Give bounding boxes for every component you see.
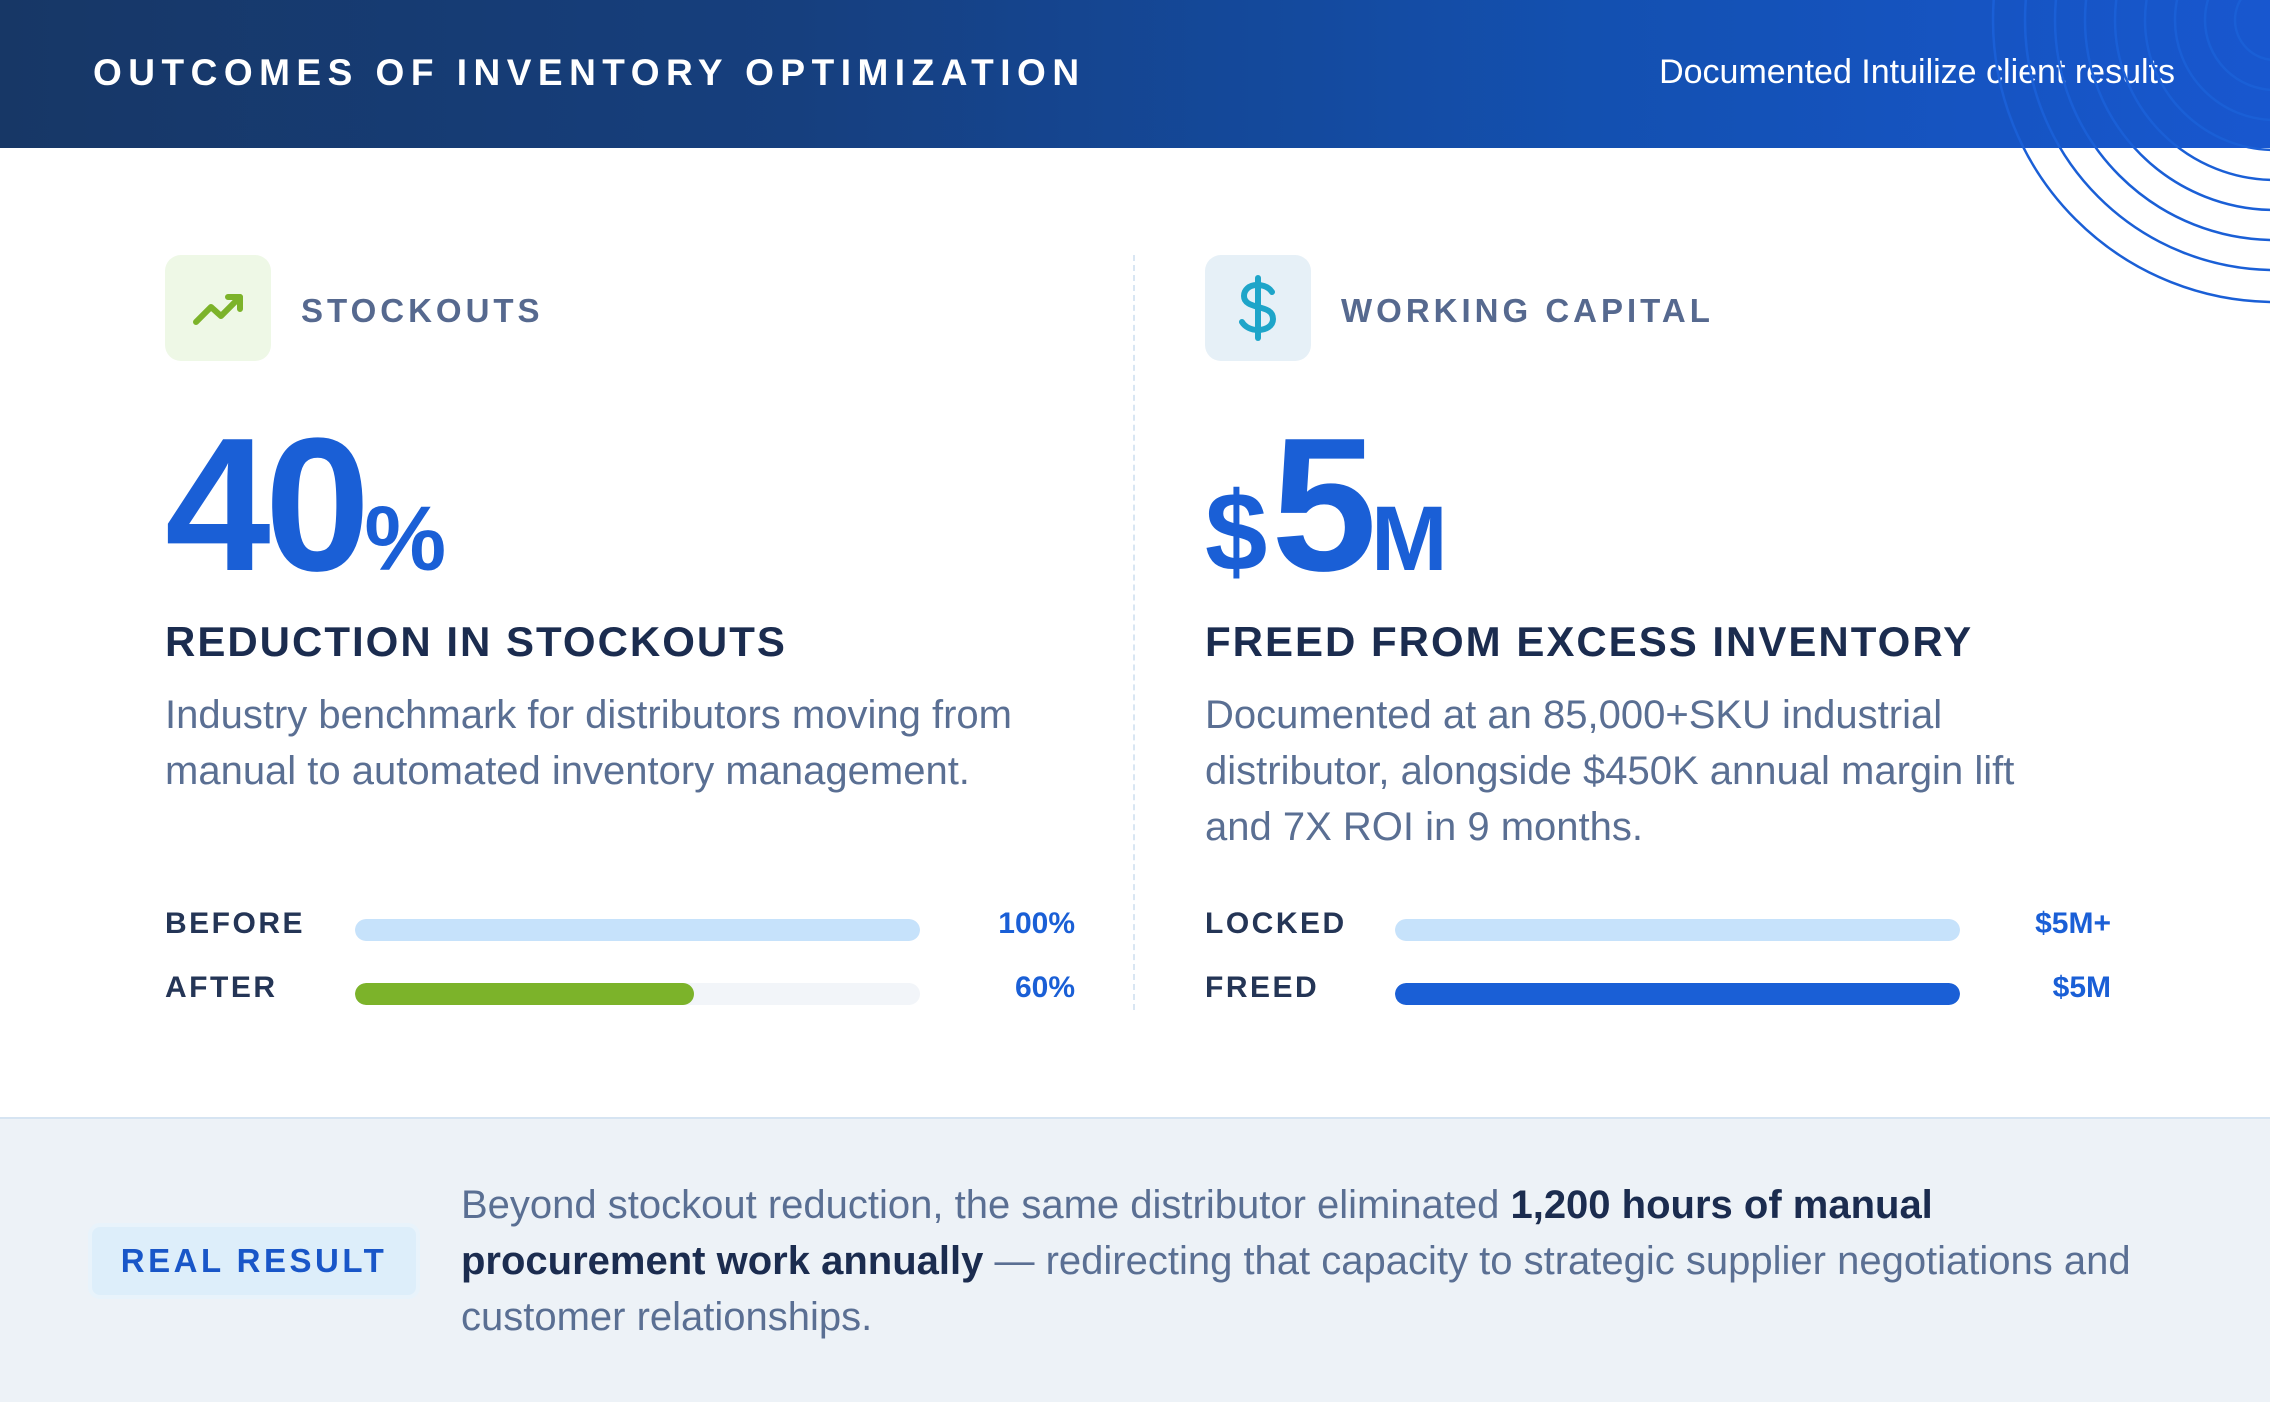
before-bar-label: BEFORE (165, 907, 306, 940)
locked-bar-track (1395, 919, 1960, 941)
stockouts-headline: REDUCTION IN STOCKOUTS (165, 618, 787, 665)
before-bar-value: 100% (998, 907, 1075, 940)
footer-text-lead: Beyond stockout reduction, the same dist… (461, 1183, 1511, 1227)
after-bar-label: AFTER (165, 971, 278, 1004)
after-bar-value: 60% (1014, 971, 1075, 1004)
before-bar-fill (355, 919, 920, 941)
before-bar-track (355, 919, 920, 941)
stockouts-category-label: STOCKOUTS (301, 292, 544, 329)
real-result-badge: REAL RESULT (92, 1227, 416, 1295)
header-title: OUTCOMES OF INVENTORY OPTIMIZATION (93, 52, 1086, 93)
capital-big-prefix: $ (1205, 469, 1268, 594)
after-bar-fill (355, 983, 694, 1005)
stockouts-big-stat: 40 % (165, 410, 446, 600)
freed-bar-label: FREED (1205, 971, 1320, 1004)
freed-bar-track (1395, 983, 1960, 1005)
footer-text-highlight: 1,200 hours of manual procurement work a… (461, 1183, 1933, 1283)
stockouts-big-unit: % (364, 488, 447, 590)
header-subtitle: Documented Intuilize client results (1659, 53, 2175, 91)
stockouts-big-number: 40 (165, 399, 370, 611)
real-result-text: Beyond stockout reduction, the same dist… (461, 1177, 2141, 1345)
dollar-sign-icon (1205, 255, 1311, 361)
freed-bar-row: FREED $5M (1205, 971, 2111, 1011)
footer-text-tail: — redirecting that capacity to strategic… (461, 1239, 2131, 1339)
locked-bar-row: LOCKED $5M+ (1205, 907, 2111, 947)
header-banner: OUTCOMES OF INVENTORY OPTIMIZATION Docum… (0, 0, 2270, 148)
capital-category-label: WORKING CAPITAL (1341, 292, 1714, 329)
trending-up-icon (165, 255, 271, 361)
capital-headline: FREED FROM EXCESS INVENTORY (1205, 618, 1974, 665)
before-bar-row: BEFORE 100% (165, 907, 1075, 947)
freed-bar-value: $5M (2052, 971, 2111, 1004)
locked-bar-value: $5M+ (2035, 907, 2111, 940)
after-bar-track (355, 983, 920, 1005)
stockouts-description: Industry benchmark for distributors movi… (165, 693, 1012, 793)
freed-bar-fill (1395, 983, 1960, 1005)
real-result-badge-label: REAL RESULT (120, 1242, 388, 1279)
column-divider (1133, 255, 1135, 1010)
locked-bar-fill (1395, 919, 1960, 941)
capital-description: Documented at an 85,000+SKU industrial d… (1205, 693, 2015, 849)
capital-big-stat: $ 5 M (1205, 410, 1448, 600)
capital-big-unit: M (1370, 488, 1448, 590)
locked-bar-label: LOCKED (1205, 907, 1347, 940)
capital-big-number: 5 (1271, 399, 1377, 611)
real-result-footer: REAL RESULT Beyond stockout reduction, t… (0, 1117, 2270, 1402)
after-bar-row: AFTER 60% (165, 971, 1075, 1011)
